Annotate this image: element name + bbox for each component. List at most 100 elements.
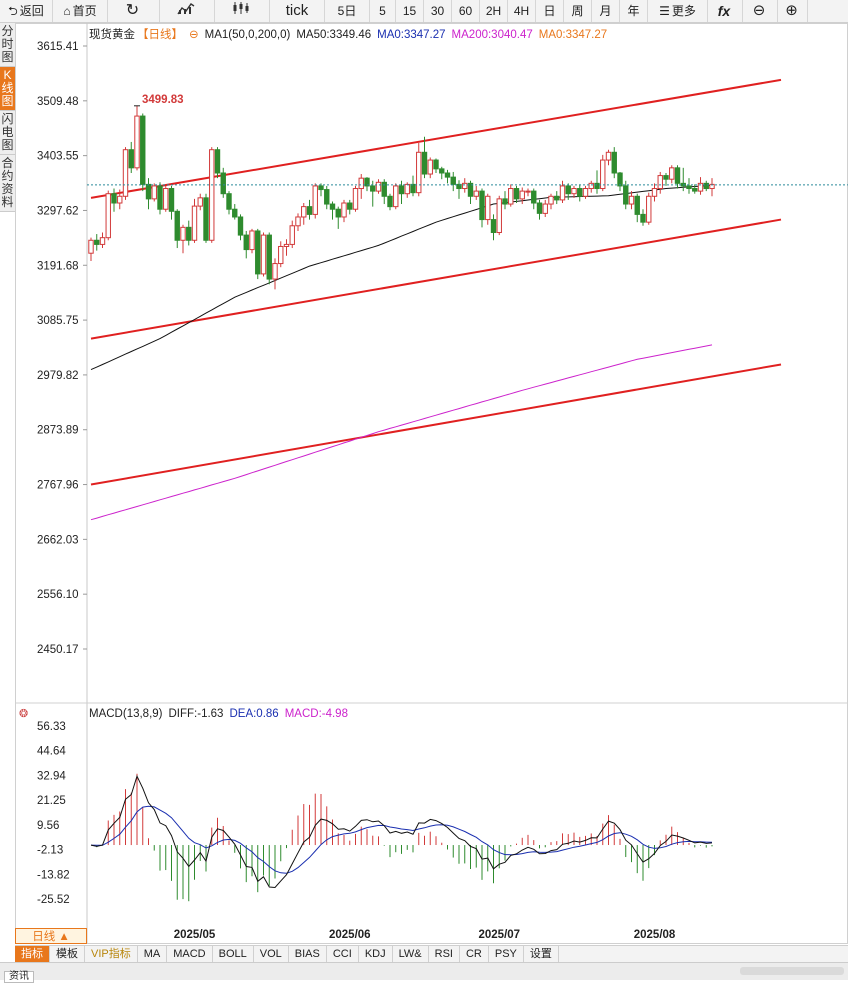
candle-body xyxy=(611,151,617,174)
trend-channel-line xyxy=(90,363,782,486)
toolbar-button-5日[interactable]: 5日 xyxy=(325,0,370,22)
candle-body xyxy=(703,182,709,190)
candle-body xyxy=(519,190,525,200)
side-tab-K线图[interactable]: K线图 xyxy=(0,67,15,111)
toolbar-button-首页[interactable]: ⌂ 首页 xyxy=(53,0,108,22)
horizontal-scrollbar[interactable] xyxy=(740,967,844,975)
indicator-tab-KDJ[interactable]: KDJ xyxy=(359,946,393,963)
side-tab-闪电图[interactable]: 闪电图 xyxy=(0,111,15,155)
toolbar-button-4H[interactable]: 4H xyxy=(508,0,536,22)
candle-body xyxy=(646,195,652,223)
toolbar-button-2H[interactable]: 2H xyxy=(480,0,508,22)
candle-body xyxy=(657,175,663,190)
y-tick-label: 3403.55 xyxy=(37,151,79,163)
toolbar-button-candlestick[interactable] xyxy=(215,0,270,22)
y-tick-label: 3615.41 xyxy=(37,41,79,53)
candle-body xyxy=(600,159,606,190)
candle-body xyxy=(433,159,439,170)
candle-body xyxy=(237,216,244,236)
candle-body xyxy=(352,188,359,210)
indicator-tab-LW&[interactable]: LW& xyxy=(393,946,429,963)
candle-body xyxy=(375,181,382,192)
candle-body xyxy=(669,167,675,180)
candle-body xyxy=(88,239,94,254)
candle-body xyxy=(536,202,543,214)
candle-body xyxy=(594,182,600,190)
toolbar-button-tick[interactable]: tick xyxy=(270,0,325,22)
collapse-icon[interactable]: ⊖ xyxy=(189,29,199,41)
toolbar-button-function[interactable]: fx xyxy=(708,0,743,22)
kline-chart-svg[interactable]: 3615.41 3509.48 3403.55 3297.62 3191.68 3085.… xyxy=(15,23,848,945)
candle-body xyxy=(502,198,508,205)
macd-legend: MACD(13,8,9) DIFF:-1.63 DEA:0.86 MACD:-4.98 xyxy=(89,708,354,720)
toolbar-button-15[interactable]: 15 xyxy=(396,0,424,22)
x-tick-label: 2025/06 xyxy=(329,929,371,941)
indicator-tab-PSY[interactable]: PSY xyxy=(489,946,524,963)
toolbar-button-年[interactable]: 年 xyxy=(620,0,648,22)
trend-channel-line xyxy=(90,218,782,340)
candle-body xyxy=(542,203,548,214)
candle-body xyxy=(651,188,658,197)
toolbar-button-60[interactable]: 60 xyxy=(452,0,480,22)
main-legend: 现货黄金 【日线】 ⊖ MA1(50,0,200,0) MA50:3349.46 MA0:… xyxy=(89,26,613,42)
toolbar-button-日[interactable]: 日 xyxy=(536,0,564,22)
candle-body xyxy=(157,185,163,210)
candle-body xyxy=(450,176,456,185)
side-tab-分时图[interactable]: 分时图 xyxy=(0,23,15,67)
indicator-tab-VOL[interactable]: VOL xyxy=(254,946,289,963)
toolbar-button-周[interactable]: 周 xyxy=(564,0,592,22)
candle-body xyxy=(117,195,123,204)
x-tick-label: 2025/08 xyxy=(634,929,676,941)
zoom-in-icon: ⊕ xyxy=(785,2,798,19)
macd-title[interactable]: MACD(13,8,9) xyxy=(89,708,163,720)
candle-body xyxy=(243,234,249,251)
x-tick-label: 2025/05 xyxy=(174,929,216,941)
candle-body xyxy=(381,181,387,197)
toolbar-button-bar-chart[interactable] xyxy=(160,0,215,22)
candle-body xyxy=(318,185,324,191)
candle-body xyxy=(439,168,445,174)
candle-body xyxy=(404,183,410,195)
macd-y-tick-label: 32.94 xyxy=(37,770,66,782)
candlestick-icon xyxy=(232,2,250,18)
indicator-tab-RSI[interactable]: RSI xyxy=(429,946,460,963)
candle-body xyxy=(94,239,100,245)
indicator-tab-BOLL[interactable]: BOLL xyxy=(213,946,254,963)
indicator-tab-设置[interactable]: 设置 xyxy=(524,946,559,963)
legend-ma-settings[interactable]: MA1(50,0,200,0) xyxy=(204,29,291,41)
candle-body xyxy=(427,159,433,175)
ma200-line xyxy=(90,344,713,521)
toolbar-button-zoom-in[interactable]: ⊕ xyxy=(778,0,808,22)
indicator-tab-MACD[interactable]: MACD xyxy=(167,946,213,963)
side-tab-合约资料[interactable]: 合约资料 xyxy=(0,155,15,212)
candle-body xyxy=(347,202,353,210)
toolbar-button-更多[interactable]: ☰ 更多 xyxy=(648,0,708,22)
legend-symbol: 现货黄金 xyxy=(89,29,135,41)
indicator-tab-CCI[interactable]: CCI xyxy=(327,946,359,963)
indicator-tab-模板[interactable]: 模板 xyxy=(50,946,85,963)
toolbar-button-zoom-out[interactable]: ⊖ xyxy=(743,0,778,22)
toolbar-button-30[interactable]: 30 xyxy=(424,0,452,22)
period-badge[interactable]: 日线 ▲ xyxy=(15,928,87,944)
candle-body xyxy=(582,188,589,197)
toolbar-button-月[interactable]: 月 xyxy=(592,0,620,22)
toolbar-button-refresh[interactable]: ↻ xyxy=(108,0,160,22)
chart-area[interactable]: 3615.41 3509.48 3403.55 3297.62 3191.68 3085.… xyxy=(15,23,848,945)
info-tab[interactable]: 资讯 xyxy=(4,971,34,983)
indicator-tab-指标[interactable]: 指标 xyxy=(15,946,50,963)
toolbar-button-5[interactable]: 5 xyxy=(370,0,396,22)
x-tick-label: 2025/07 xyxy=(479,929,521,941)
indicator-tab-CR[interactable]: CR xyxy=(460,946,489,963)
candle-body xyxy=(140,115,146,185)
legend-period[interactable]: 【日线】 xyxy=(137,29,183,41)
candle-body xyxy=(623,185,629,205)
indicator-tab-BIAS[interactable]: BIAS xyxy=(289,946,327,963)
y-tick-label: 2450.17 xyxy=(37,644,79,656)
toolbar-button-返回[interactable]: ⮌ 返回 xyxy=(0,0,53,22)
candle-body xyxy=(410,183,416,194)
macd-diff: DIFF:-1.63 xyxy=(168,708,224,720)
indicator-tab-MA[interactable]: MA xyxy=(138,946,168,963)
indicator-tab-VIP指标[interactable]: VIP指标 xyxy=(85,946,138,963)
y-tick-label: 2767.96 xyxy=(37,480,79,492)
ma50-line xyxy=(90,184,713,371)
